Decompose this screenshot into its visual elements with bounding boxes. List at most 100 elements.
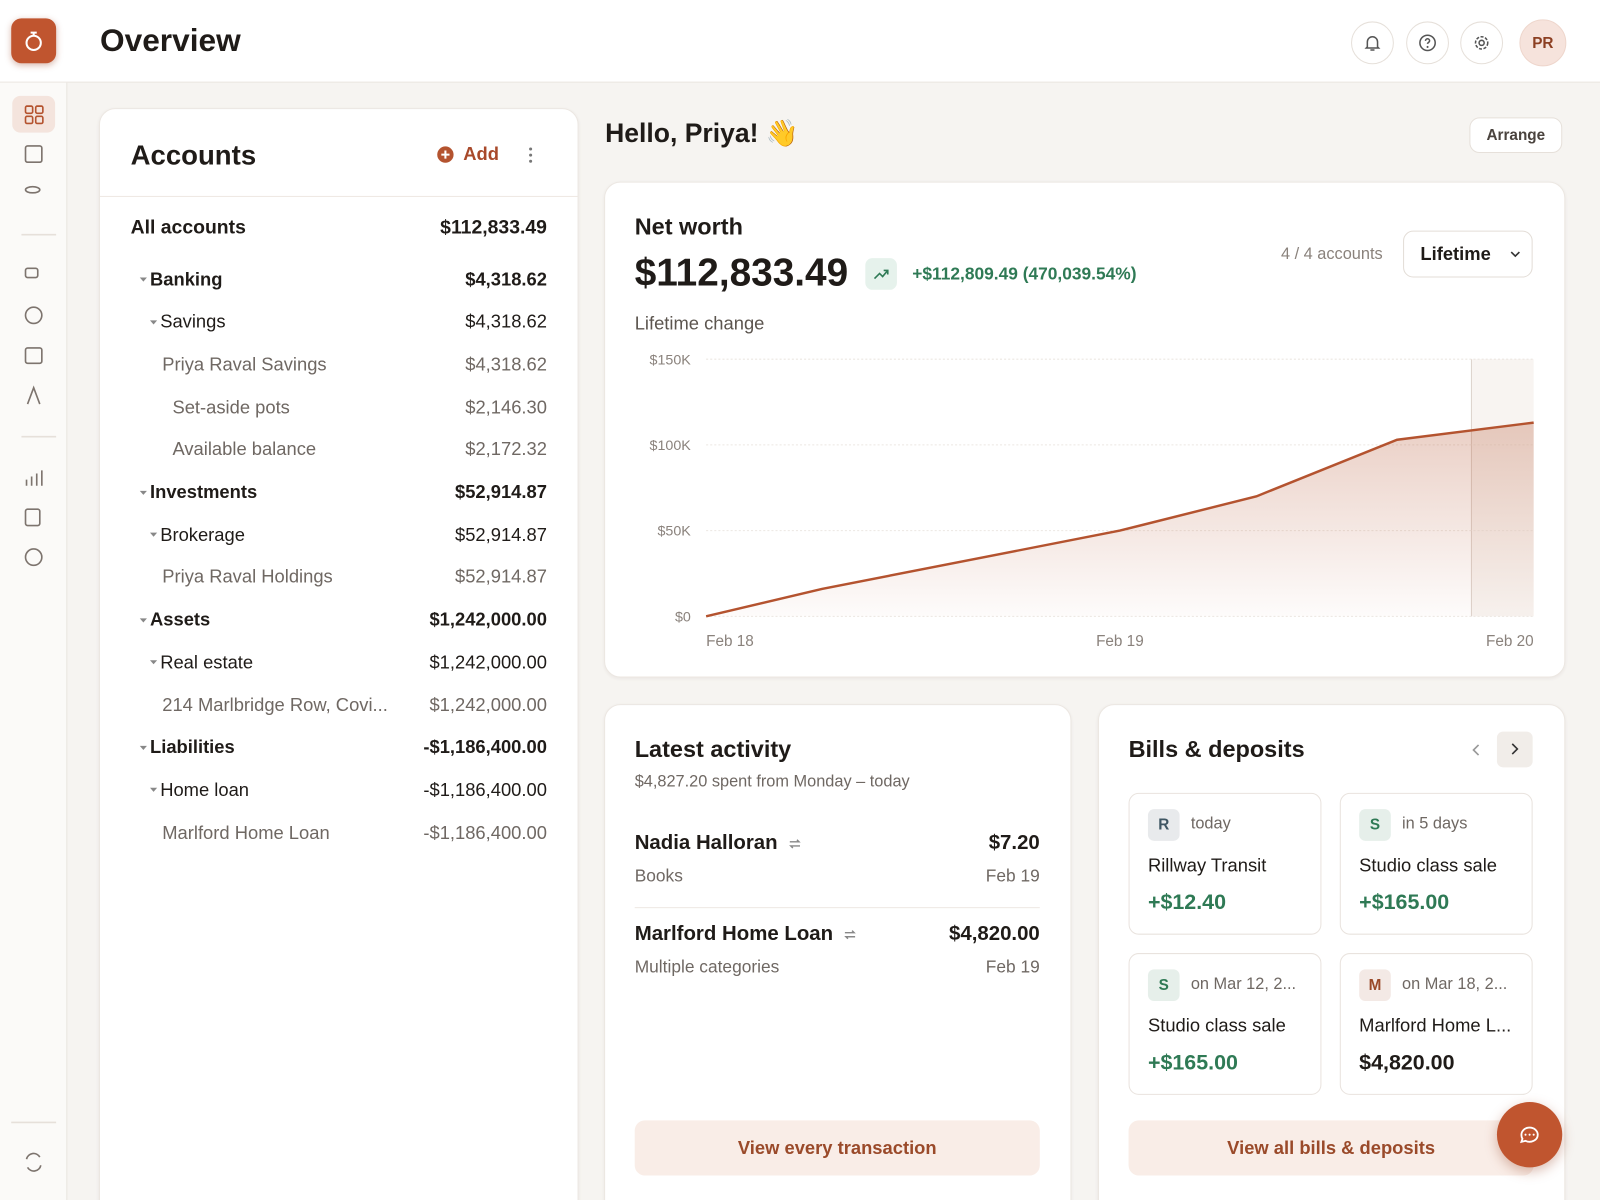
chat-button[interactable]: [1496, 1102, 1563, 1168]
arrange-button[interactable]: Arrange: [1469, 117, 1563, 154]
net-worth-value: $112,833.49: [634, 252, 849, 295]
account-row[interactable]: Available balance $2,172.32: [131, 436, 546, 465]
bill-amount: +$165.00: [1147, 1051, 1238, 1075]
help-icon: [1419, 34, 1436, 52]
account-amount: -$1,186,400.00: [423, 822, 547, 843]
period-select[interactable]: Lifetime: [1403, 230, 1533, 278]
transaction-name-wrap: Marlford Home Loan: [635, 922, 858, 945]
account-name: Real estate: [160, 651, 254, 673]
transaction[interactable]: Nadia Halloran $7.20 Books Feb 19: [634, 832, 1040, 909]
caret[interactable]: [148, 317, 160, 327]
recurring-shape: [844, 929, 857, 939]
transaction-name-wrap: Nadia Halloran: [635, 832, 802, 855]
more-button[interactable]: [527, 146, 535, 164]
transaction-date: Feb 19: [985, 866, 1040, 886]
account-label: Banking: [131, 269, 222, 290]
nav-icons: [11, 105, 57, 1172]
caret[interactable]: [148, 657, 160, 667]
account-amount: $2,146.30: [465, 396, 547, 417]
account-name: Brokerage: [160, 524, 245, 545]
transaction-category: Books: [634, 866, 683, 886]
caret-shape: [149, 320, 158, 325]
account-row[interactable]: 214 Marlbridge Row, Covi... $1,242,000.00: [131, 691, 547, 720]
account-row[interactable]: Set-aside pots $2,146.30: [131, 393, 547, 422]
account-name: Marlford Home Loan: [162, 822, 330, 843]
view-bills-button[interactable]: View all bills & deposits: [1128, 1120, 1534, 1176]
caret[interactable]: [148, 530, 160, 540]
nav-sync[interactable]: [25, 1152, 42, 1172]
bill-badge: R: [1147, 809, 1180, 841]
nav-transfers[interactable]: [24, 267, 39, 279]
add-account-button[interactable]: Add: [437, 144, 499, 165]
next-icon: [1511, 743, 1519, 755]
nav-calendar[interactable]: [24, 347, 43, 365]
account-row[interactable]: Marlford Home Loan -$1,186,400.00: [131, 818, 547, 847]
account-row[interactable]: Real estate $1,242,000.00: [131, 648, 547, 677]
account-row[interactable]: Home loan -$1,186,400.00: [131, 776, 547, 805]
caret[interactable]: [148, 785, 160, 795]
bill-when: in 5 days: [1402, 815, 1468, 833]
next-button[interactable]: [1496, 731, 1533, 768]
account-row[interactable]: Liabilities -$1,186,400.00: [131, 733, 547, 762]
caret-shape: [149, 788, 158, 793]
help-button[interactable]: [1406, 21, 1449, 65]
account-row[interactable]: Savings $4,318.62: [131, 308, 547, 337]
account-row[interactable]: Investments $52,914.87: [131, 478, 547, 507]
nav-accounts[interactable]: [24, 185, 41, 194]
account-row[interactable]: All accounts $112,833.49: [131, 214, 547, 243]
bill-when: on Mar 18, 2...: [1402, 975, 1508, 993]
y-tick-label: $150K: [650, 352, 692, 368]
account-label: Brokerage: [131, 524, 245, 545]
account-row[interactable]: Brokerage $52,914.87: [131, 521, 547, 550]
bills-card: Bills & deposits View all bills & deposi…: [1097, 704, 1566, 1200]
settings-icon: [1474, 35, 1489, 50]
net-worth-title: Net worth: [634, 213, 743, 240]
bill-name: Studio class sale: [1359, 855, 1498, 876]
x-tick-label: Feb 19: [1096, 633, 1144, 650]
nav-reports[interactable]: [25, 470, 43, 486]
divider: [99, 195, 578, 197]
transaction[interactable]: Marlford Home Loan $4,820.00 Multiple cate…: [635, 922, 1040, 983]
caret[interactable]: [138, 274, 150, 284]
account-row[interactable]: Priya Raval Savings $4,318.62: [131, 350, 547, 379]
bills-title: Bills & deposits: [1128, 735, 1305, 763]
nav-dashboard[interactable]: [24, 105, 44, 125]
account-name: Set-aside pots: [172, 396, 290, 417]
avatar[interactable]: PR: [1519, 19, 1567, 67]
latest-title: Latest activity: [634, 735, 792, 763]
nav-budget[interactable]: [24, 145, 43, 164]
view-transactions-button[interactable]: View every transaction: [634, 1120, 1040, 1176]
bill-when: today: [1190, 815, 1231, 833]
caret[interactable]: [138, 743, 150, 753]
account-name: Savings: [160, 311, 226, 332]
net-worth-change: +$112,809.49 (470,039.54%): [912, 264, 1137, 284]
nav-goals[interactable]: [24, 306, 43, 325]
account-row[interactable]: Priya Raval Holdings $52,914.87: [131, 563, 547, 592]
bell-icon: [1364, 36, 1381, 51]
notifications-button[interactable]: [1351, 21, 1394, 65]
caret[interactable]: [138, 615, 150, 625]
account-count: 4 / 4 accounts: [1280, 245, 1383, 264]
account-amount: $112,833.49: [440, 217, 547, 239]
account-row[interactable]: Assets $1,242,000.00: [131, 606, 547, 635]
account-row[interactable]: Banking $4,318.62: [131, 265, 547, 294]
prev-button[interactable]: [1468, 742, 1482, 758]
logo[interactable]: [11, 18, 57, 64]
transaction-date: Feb 19: [985, 957, 1040, 977]
nav-planning[interactable]: [26, 385, 41, 405]
settings-button[interactable]: [1460, 21, 1504, 65]
nav-insights[interactable]: [24, 548, 43, 567]
transaction-name: Nadia Halloran: [634, 831, 778, 855]
greeting: Hello, Priya! 👋: [605, 117, 799, 148]
nav-active: [12, 95, 56, 133]
nav-review[interactable]: [24, 508, 41, 527]
caret-shape: [139, 745, 147, 750]
caret[interactable]: [138, 487, 150, 497]
account-amount: $4,318.62: [465, 268, 547, 290]
